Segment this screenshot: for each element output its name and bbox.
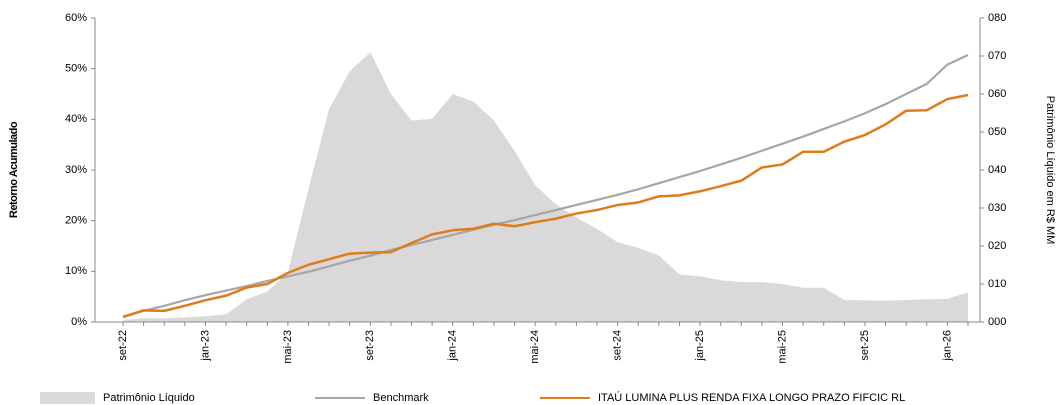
y-tick-label: 10% bbox=[65, 265, 87, 277]
x-tick-label: mai-24 bbox=[529, 330, 541, 364]
y2-tick-label: 080 bbox=[988, 12, 1006, 24]
legend-label: Patrimônio Líquido bbox=[103, 392, 195, 404]
y2-tick-label: 070 bbox=[988, 50, 1006, 62]
legend-label: Benchmark bbox=[373, 392, 429, 404]
y2-tick-label: 010 bbox=[988, 278, 1006, 290]
y-tick-label: 30% bbox=[65, 164, 87, 176]
y-tick-label: 20% bbox=[65, 215, 87, 227]
y2-tick-label: 030 bbox=[988, 202, 1006, 214]
x-tick-label: set-22 bbox=[117, 330, 129, 361]
line bbox=[122, 53, 969, 318]
line bbox=[122, 93, 969, 319]
y2-tick-label: 000 bbox=[988, 316, 1006, 328]
x-tick-label: set-25 bbox=[859, 330, 871, 361]
x-tick-label: jan-26 bbox=[941, 330, 953, 362]
y-tick-label: 50% bbox=[65, 63, 87, 75]
y2-tick-label: 040 bbox=[988, 164, 1006, 176]
area bbox=[123, 52, 968, 322]
x-tick-label: jan-23 bbox=[199, 330, 211, 362]
legend-label: ITAÚ LUMINA PLUS RENDA FIXA LONGO PRAZO … bbox=[598, 391, 905, 404]
y-axis-title: Retorno Acumulado bbox=[8, 121, 20, 218]
y2-tick-label: 060 bbox=[988, 88, 1006, 100]
y-tick-label: 60% bbox=[65, 12, 87, 24]
y2-tick-label: 050 bbox=[988, 126, 1006, 138]
x-tick-label: set-24 bbox=[612, 330, 624, 361]
x-tick-label: mai-23 bbox=[282, 330, 294, 364]
x-tick-label: set-23 bbox=[364, 330, 376, 361]
y-tick-label: 40% bbox=[65, 113, 87, 125]
x-tick-label: mai-25 bbox=[776, 330, 788, 364]
x-tick-label: jan-25 bbox=[694, 330, 706, 362]
y2-tick-label: 020 bbox=[988, 240, 1006, 252]
y2-axis-title: Patrimônio Líquido em R$ MM bbox=[1044, 96, 1056, 245]
x-tick-label: jan-24 bbox=[447, 330, 459, 362]
legend-swatch bbox=[40, 392, 95, 404]
y-tick-label: 0% bbox=[71, 316, 87, 328]
